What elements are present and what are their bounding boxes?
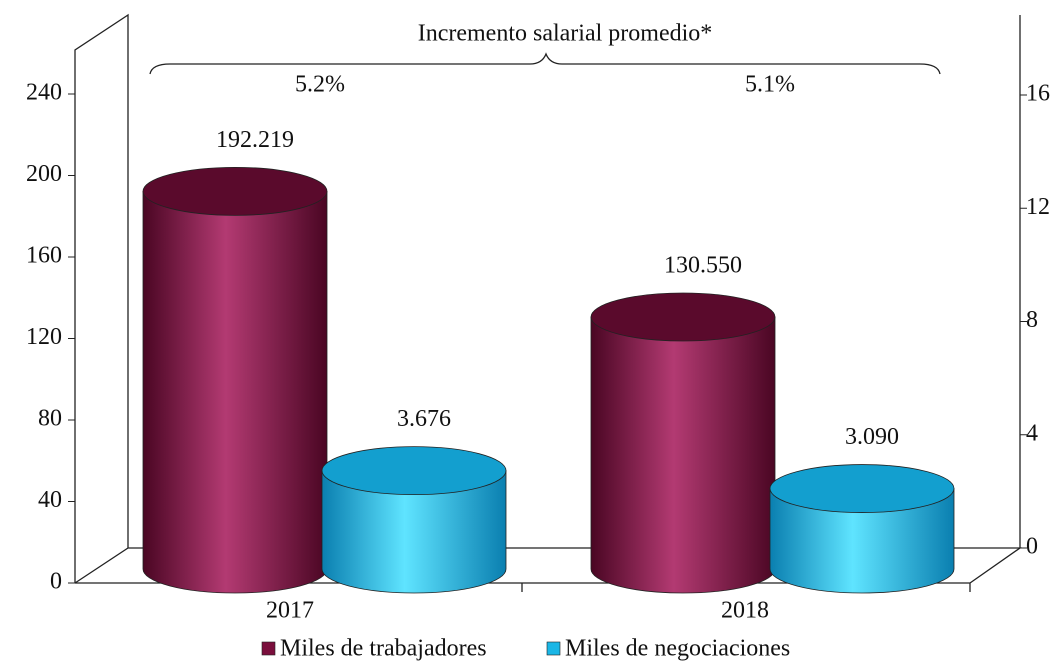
bar-top bbox=[590, 292, 776, 342]
bar bbox=[142, 190, 328, 594]
annotation: Incremento salarial promedio* bbox=[418, 21, 713, 47]
legend-swatch bbox=[261, 641, 276, 656]
y-tick-label: 120 bbox=[26, 324, 62, 350]
y-tick-label: 200 bbox=[26, 161, 62, 187]
annotation: 5.2% bbox=[295, 72, 345, 98]
y2-tick-label: 12 bbox=[1026, 194, 1050, 220]
bar-top bbox=[769, 464, 955, 513]
bar bbox=[590, 316, 776, 594]
bar bbox=[321, 470, 507, 594]
bar-top bbox=[321, 446, 507, 496]
y-tick-label: 160 bbox=[26, 243, 62, 269]
value-label: 3.090 bbox=[845, 424, 899, 450]
y-tick-label: 80 bbox=[38, 406, 62, 432]
bar bbox=[769, 488, 955, 594]
annotation: 5.1% bbox=[745, 72, 795, 98]
x-tick-label: 2018 bbox=[721, 598, 769, 624]
legend-swatch bbox=[546, 641, 561, 656]
value-label: 130.550 bbox=[664, 253, 742, 279]
y-tick-label: 40 bbox=[38, 487, 62, 513]
x-tick-label: 2017 bbox=[266, 598, 314, 624]
y2-tick-label: 4 bbox=[1026, 420, 1038, 446]
bar-top bbox=[142, 166, 328, 216]
legend-label: Miles de negociaciones bbox=[565, 636, 790, 662]
y-tick-label: 240 bbox=[26, 80, 62, 106]
value-label: 192.219 bbox=[216, 127, 294, 153]
legend-label: Miles de trabajadores bbox=[280, 636, 487, 662]
y2-tick-label: 16 bbox=[1026, 81, 1050, 107]
y-tick-label: 0 bbox=[50, 569, 62, 595]
y2-tick-label: 8 bbox=[1026, 307, 1038, 333]
value-label: 3.676 bbox=[397, 406, 451, 432]
y2-tick-label: 0 bbox=[1026, 534, 1038, 560]
